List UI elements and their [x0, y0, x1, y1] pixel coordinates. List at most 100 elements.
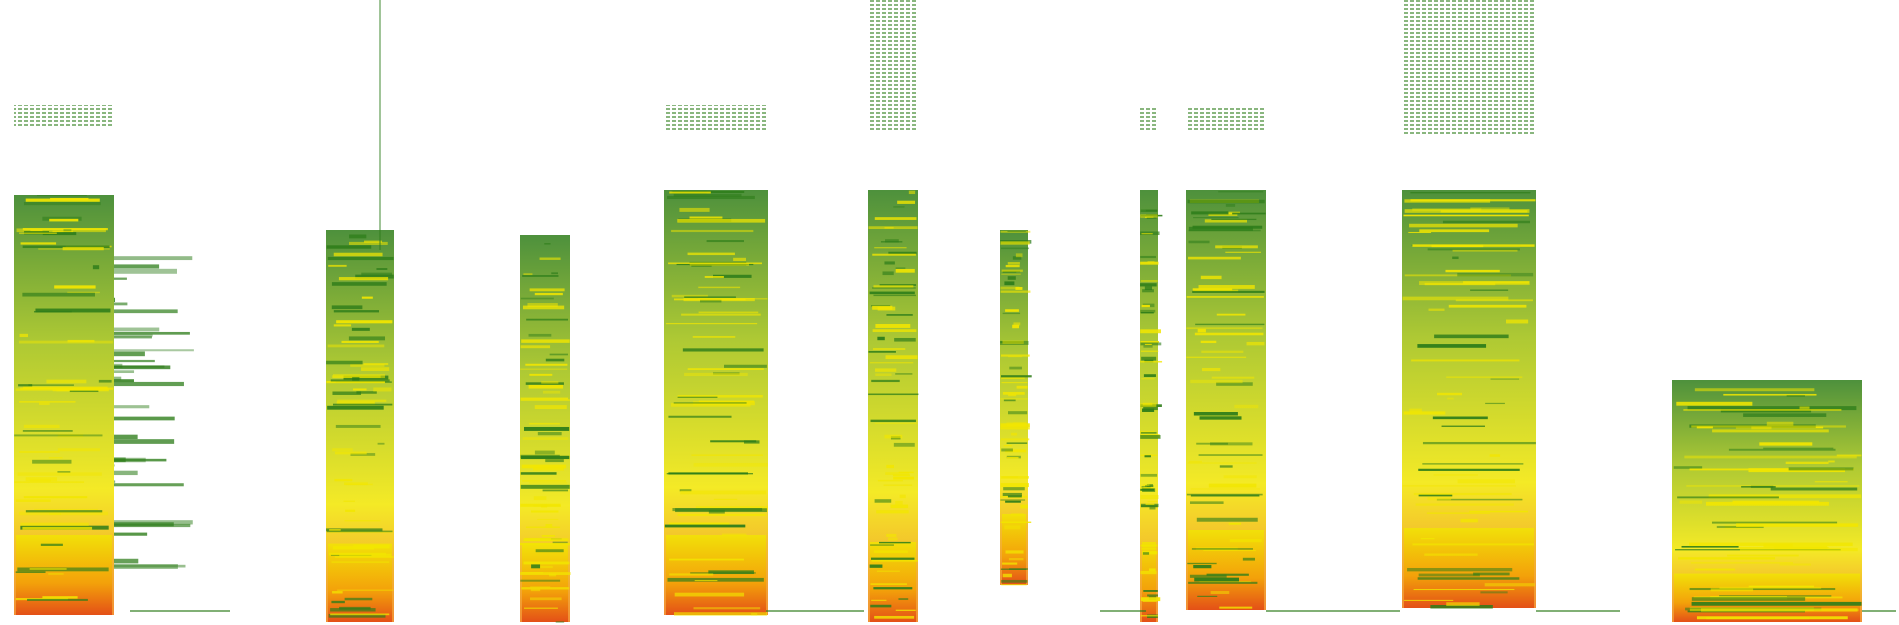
segment-streak	[704, 275, 724, 278]
segment-streak	[1191, 548, 1253, 550]
segment-streak	[879, 284, 917, 287]
segment-streak	[1001, 273, 1021, 275]
segment-streak	[1446, 602, 1480, 606]
segment-streak	[1000, 230, 1031, 233]
segment-streak	[885, 239, 899, 243]
segment-streak	[873, 550, 908, 553]
segment-streak	[1147, 594, 1158, 597]
segment-streak	[1004, 525, 1021, 530]
spectrogram-segment-1	[14, 105, 194, 615]
spectrogram-segment-3	[520, 235, 571, 623]
segment-streak	[1490, 378, 1520, 380]
segment-streak	[713, 274, 752, 278]
segment-streak	[23, 424, 60, 429]
segment-streak	[520, 484, 570, 489]
segment-flare	[114, 523, 191, 528]
segment-streak	[1140, 488, 1155, 491]
segment-streak	[28, 384, 74, 387]
segment-streak	[1197, 595, 1218, 597]
segment-streak	[339, 553, 392, 558]
segment-streak	[1417, 344, 1487, 348]
segment-streak	[885, 472, 910, 475]
segment-streak	[677, 396, 718, 398]
segment-flare	[114, 480, 116, 483]
segment-streak	[1140, 214, 1163, 217]
segment-streak	[880, 241, 903, 243]
segment-streak	[1190, 494, 1260, 497]
segment-streak	[1211, 218, 1257, 221]
segment-streak	[1186, 327, 1263, 330]
segment-streak	[326, 528, 383, 532]
segment-streak	[336, 401, 375, 405]
segment-streak	[667, 577, 764, 582]
segment-streak	[1198, 285, 1255, 289]
segment-streak	[1140, 544, 1158, 547]
segment-streak	[539, 257, 561, 260]
segment-streak	[62, 247, 104, 251]
segment-streak	[1007, 276, 1016, 280]
segment-streak	[1739, 547, 1829, 549]
segment-streak	[1716, 525, 1764, 529]
segment-streak	[1140, 309, 1156, 313]
segment-streak	[520, 543, 570, 546]
segment-streak	[1430, 605, 1493, 609]
segment-streak	[530, 586, 551, 588]
segment-streak	[700, 299, 722, 303]
segment-streak	[19, 400, 76, 403]
segment-streak	[677, 394, 763, 398]
segment-flare	[114, 558, 139, 564]
segment-streak	[331, 305, 363, 310]
segment-flare	[114, 363, 123, 368]
segment-streak	[25, 198, 100, 202]
segment-streak	[1223, 475, 1257, 479]
segment-streak	[1407, 567, 1513, 572]
segment-streak	[15, 388, 100, 391]
segment-streak	[665, 323, 758, 325]
segment-streak	[687, 252, 735, 256]
segment-streak	[1140, 312, 1154, 314]
segment-streak	[870, 419, 916, 423]
segment-streak	[885, 355, 918, 360]
segment-streak	[348, 336, 386, 341]
segment-streak	[671, 294, 708, 298]
segment-flare	[114, 458, 167, 462]
segment-streak	[1759, 442, 1813, 446]
segment-streak	[1403, 411, 1446, 415]
segment-streak	[25, 510, 103, 513]
segment-streak	[523, 538, 569, 542]
segment-streak	[552, 541, 568, 545]
segment-streak	[18, 384, 33, 387]
segment-streak	[1004, 281, 1015, 286]
segment-streak	[1766, 421, 1794, 426]
segment-streak	[341, 340, 379, 344]
segment-streak	[36, 195, 87, 197]
segment-streak	[1242, 557, 1255, 561]
segment-streak	[895, 373, 913, 375]
segment-streak	[1007, 356, 1023, 358]
segment-streak	[871, 560, 918, 562]
segment-flare	[114, 359, 155, 363]
segment-streak	[1676, 401, 1753, 406]
segment-flare	[114, 564, 186, 568]
segment-streak	[364, 240, 383, 243]
segment-streak	[67, 291, 100, 294]
segment-streak	[673, 193, 742, 197]
segment-streak	[1457, 479, 1516, 484]
segment-streak	[1719, 586, 1822, 589]
segment-streak	[92, 265, 100, 270]
segment-streak	[1001, 448, 1013, 452]
spectrogram-segment-8	[1186, 108, 1266, 610]
spectrogram-segment-9	[1402, 0, 1536, 609]
segment-streak	[1706, 616, 1810, 620]
segment-streak	[337, 589, 394, 591]
segment-streak	[674, 612, 768, 616]
segment-streak	[1000, 476, 1029, 479]
segment-streak	[1000, 354, 1030, 357]
segment-streak	[327, 256, 394, 261]
segment-streak	[1225, 251, 1261, 253]
segment-flare	[114, 439, 175, 444]
segment-streak	[1189, 501, 1224, 504]
segment-streak	[534, 450, 555, 455]
segment-streak	[334, 478, 353, 482]
segment-streak	[1007, 230, 1026, 232]
